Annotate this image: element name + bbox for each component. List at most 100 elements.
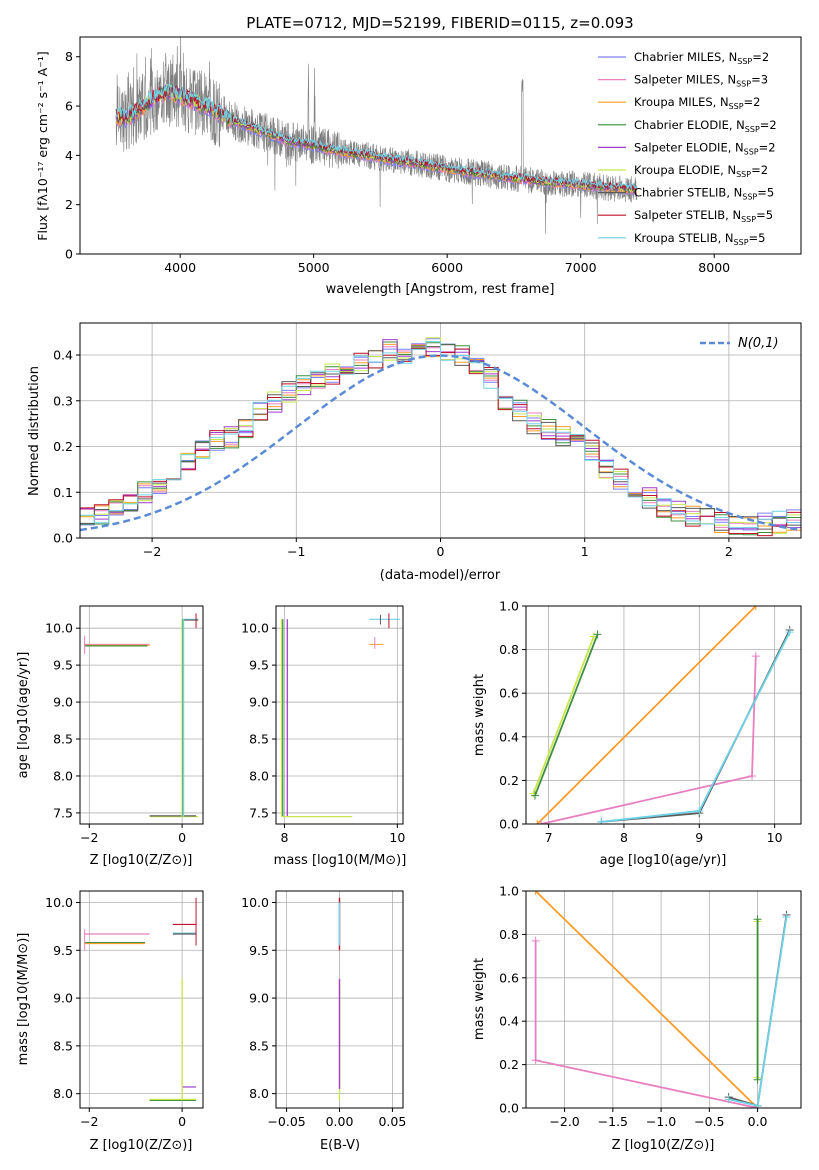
x-tick-label: −1 <box>287 544 305 559</box>
spectrum-xlabel: wavelength [Angstrom, rest frame] <box>326 282 555 297</box>
x-tick-label: −0.05 <box>267 1114 305 1129</box>
x-tick-label: 6000 <box>431 260 463 275</box>
legend-value: =5 <box>749 231 766 245</box>
mass-vs-metallicity-ylabel: mass [log10(M/M⊙)] <box>16 933 31 1066</box>
mass-vs-ebv-panel: −0.05 0.00 0.05 8.0 8.5 9.0 9.5 10.0 E(B-V) <box>241 890 406 1153</box>
legend-value: =3 <box>751 73 768 87</box>
x-tick-label: 4000 <box>164 260 196 275</box>
weight-z-point <box>724 1095 733 1104</box>
weight-vs-age-frame <box>525 605 802 825</box>
y-tick-label: 0.4 <box>53 348 73 363</box>
y-tick-label: 0.8 <box>499 927 519 942</box>
weight-z-point <box>531 891 540 895</box>
weight-z-point <box>753 915 762 924</box>
y-tick-label: 8.0 <box>53 768 73 783</box>
weight-vs-metallicity-panel: −2.0 −1.5 −1.0 −0.5 0.0 0.0 0.2 0.4 0.6 0.8 1.0 Z … <box>472 884 802 1153</box>
weight-age-point <box>533 820 542 824</box>
legend-label: Salpeter MILES, NSSP=3 <box>634 73 768 89</box>
weight-age-line <box>532 636 595 794</box>
x-tick-label: 0 <box>437 544 445 559</box>
x-tick-label: 8 <box>620 830 628 845</box>
y-tick-label: 8.0 <box>249 768 269 783</box>
weight-vs-age-ylabel: mass weight <box>472 674 487 756</box>
y-tick-label: 0.6 <box>499 970 519 985</box>
x-tick-label: −1.5 <box>598 1114 628 1129</box>
y-tick-label: 4 <box>65 148 73 163</box>
weight-z-point <box>531 936 540 945</box>
weight-age-line <box>536 606 757 824</box>
legend-value: =2 <box>752 50 769 64</box>
x-tick-label: 0 <box>178 830 186 845</box>
mass-vs-metallicity-frame <box>79 890 204 1109</box>
y-tick-label: 9.0 <box>53 991 73 1006</box>
y-tick-label: 0.1 <box>53 485 73 500</box>
y-tick-label: 8.5 <box>53 1038 73 1053</box>
x-tick-label: 0 <box>178 1114 186 1129</box>
y-tick-label: 0.8 <box>499 642 519 657</box>
weight-age-point <box>537 820 546 824</box>
weight-z-point <box>531 1056 540 1065</box>
residual-xlabel: (data-model)/error <box>380 568 501 583</box>
y-tick-label: 6 <box>65 99 73 114</box>
weight-age-point <box>597 817 606 824</box>
normal-legend-label: N(0,1) <box>738 336 779 351</box>
legend-subscript: SSP <box>737 57 752 66</box>
weight-age-point <box>785 628 794 637</box>
x-tick-label: 2 <box>725 544 733 559</box>
legend-value: =5 <box>756 208 773 222</box>
y-tick-label: 10.0 <box>241 621 269 636</box>
y-tick-label: 8.5 <box>249 1038 269 1053</box>
y-tick-label: 0.2 <box>499 773 519 788</box>
x-tick-label: 7000 <box>565 260 597 275</box>
x-tick-label: 10 <box>389 830 405 845</box>
x-tick-label: 8000 <box>698 260 730 275</box>
x-tick-label: 10 <box>767 830 783 845</box>
y-tick-label: 0.0 <box>499 817 519 832</box>
residual-legend: N(0,1) <box>700 336 779 351</box>
y-tick-label: 9.5 <box>53 658 73 673</box>
y-tick-label: 0.0 <box>499 1101 519 1116</box>
legend-label: Salpeter ELODIE, NSSP=2 <box>634 140 776 156</box>
weight-age-point <box>531 791 540 800</box>
x-tick-label: −2 <box>143 544 161 559</box>
legend-label: Kroupa STELIB, NSSP=5 <box>634 231 765 247</box>
x-tick-label: 8 <box>280 830 288 845</box>
legend-subscript: SSP <box>742 193 757 202</box>
y-tick-label: 0.0 <box>53 531 73 546</box>
normal-distribution-curve <box>80 354 801 532</box>
y-tick-label: 9.5 <box>53 943 73 958</box>
legend-subscript: SSP <box>741 215 756 224</box>
y-tick-label: 1.0 <box>499 599 519 614</box>
spectrum-ylabel: Flux [fλ10⁻¹⁷ erg cm⁻² s⁻¹ A⁻¹] <box>35 51 50 240</box>
y-tick-label: 9.0 <box>249 991 269 1006</box>
residual-panel: −2 −1 0 1 2 0.0 0.1 0.2 0.3 0.4 (data-model)/erro… <box>27 322 802 583</box>
y-tick-label: 0.2 <box>499 1057 519 1072</box>
y-tick-label: 7.5 <box>249 805 269 820</box>
legend-subscript: SSP <box>729 102 744 111</box>
residual-ylabel: Normed distribution <box>27 366 42 496</box>
y-tick-label: 10.0 <box>45 621 73 636</box>
y-tick-label: 10.0 <box>241 895 269 910</box>
legend-value: =2 <box>760 118 777 132</box>
y-tick-label: 9.0 <box>53 695 73 710</box>
age-vs-metallicity-xlabel: Z [log10(Z/Z⊙)] <box>90 853 193 868</box>
weight-z-point <box>753 1075 762 1084</box>
legend-value: =2 <box>751 163 768 177</box>
x-tick-label: 0.00 <box>326 1114 354 1129</box>
y-tick-label: 0 <box>65 247 73 262</box>
weight-age-point <box>695 806 704 815</box>
x-tick-label: −2.0 <box>549 1114 579 1129</box>
age-vs-mass-panel: 8 10 7.5 8.0 8.5 9.0 9.5 10.0 mass [log10(M/M⊙)… <box>241 605 406 868</box>
weight-age-point <box>593 630 602 639</box>
legend-value: =5 <box>757 186 774 200</box>
spectrum-frame <box>79 36 802 255</box>
x-tick-label: −2 <box>80 1114 98 1129</box>
y-tick-label: 1.0 <box>499 884 519 899</box>
weight-age-point <box>748 772 757 781</box>
y-tick-label: 8 <box>65 49 73 64</box>
mass-vs-metallicity-panel: −2 0 8.0 8.5 9.0 9.5 10.0 Z [log10(Z/Z⊙)] mass… <box>16 890 204 1153</box>
weight-z-line <box>534 891 759 1108</box>
observed-spectrum-line <box>115 37 638 234</box>
legend-label: Kroupa ELODIE, NSSP=2 <box>634 163 768 179</box>
